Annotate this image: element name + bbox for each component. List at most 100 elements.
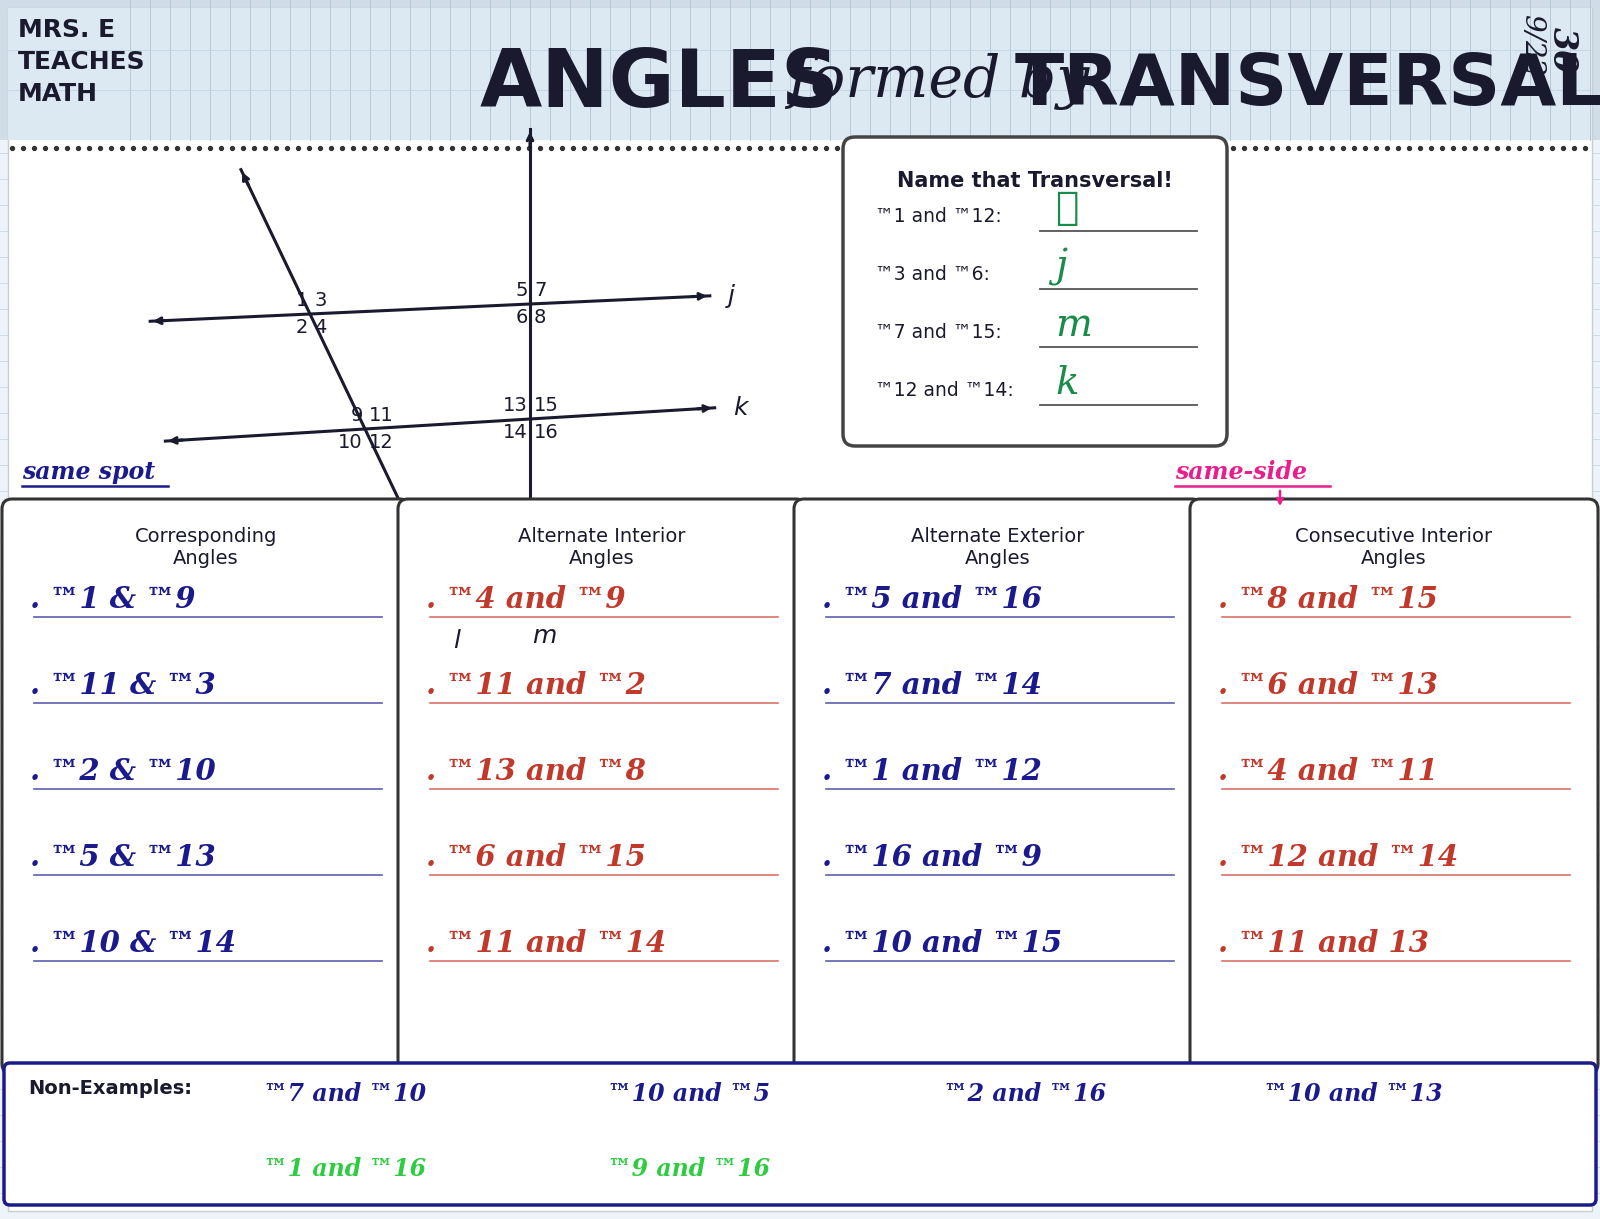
Text: 2: 2 xyxy=(296,318,307,336)
Text: 16: 16 xyxy=(534,423,558,442)
Point xyxy=(208,138,234,157)
Point xyxy=(869,138,894,157)
Point xyxy=(1309,138,1334,157)
Text: l: l xyxy=(453,629,461,653)
Point xyxy=(483,138,509,157)
Text: . ™6 and ™13: . ™6 and ™13 xyxy=(1218,670,1438,700)
Point xyxy=(461,138,486,157)
Point xyxy=(594,138,619,157)
Point xyxy=(1176,138,1202,157)
Point xyxy=(1474,138,1499,157)
Point xyxy=(858,138,883,157)
Point xyxy=(1506,138,1531,157)
Point xyxy=(1539,138,1565,157)
Point xyxy=(1397,138,1422,157)
Text: k: k xyxy=(733,396,747,419)
FancyBboxPatch shape xyxy=(1190,499,1598,1074)
Point xyxy=(1122,138,1147,157)
Point xyxy=(747,138,773,157)
Point xyxy=(86,138,112,157)
FancyBboxPatch shape xyxy=(843,137,1227,446)
Text: same spot: same spot xyxy=(22,460,155,484)
Point xyxy=(637,138,662,157)
Point xyxy=(1034,138,1059,157)
Point xyxy=(1550,138,1576,157)
Text: TRANSVERSALS: TRANSVERSALS xyxy=(1014,50,1600,119)
Point xyxy=(1000,138,1026,157)
Point xyxy=(165,138,190,157)
Point xyxy=(253,138,278,157)
Text: . ™6 and ™15: . ™6 and ™15 xyxy=(426,842,646,872)
Text: Consecutive Interior
Angles: Consecutive Interior Angles xyxy=(1296,527,1493,568)
Point xyxy=(66,138,91,157)
Point xyxy=(934,138,960,157)
FancyBboxPatch shape xyxy=(794,499,1202,1074)
Text: formed by: formed by xyxy=(770,52,1107,110)
Point xyxy=(54,138,80,157)
Point xyxy=(901,138,926,157)
Point xyxy=(1221,138,1246,157)
Text: TEACHES: TEACHES xyxy=(18,50,146,74)
Text: 3: 3 xyxy=(314,291,326,310)
Point xyxy=(384,138,410,157)
Text: ™10 and ™5: ™10 and ™5 xyxy=(608,1082,770,1106)
Text: 6: 6 xyxy=(515,308,528,327)
Point xyxy=(1386,138,1411,157)
Point xyxy=(494,138,520,157)
Point xyxy=(1451,138,1477,157)
Point xyxy=(1374,138,1400,157)
FancyBboxPatch shape xyxy=(8,9,1592,1210)
Point xyxy=(230,138,256,157)
Point xyxy=(318,138,344,157)
Point xyxy=(614,138,640,157)
Text: j: j xyxy=(728,284,734,308)
Point xyxy=(98,138,123,157)
Point xyxy=(1286,138,1312,157)
Point xyxy=(1011,138,1037,157)
Point xyxy=(626,138,651,157)
Bar xyxy=(8,9,1592,140)
Point xyxy=(659,138,685,157)
Text: 11: 11 xyxy=(370,406,394,425)
Point xyxy=(352,138,378,157)
Text: 15: 15 xyxy=(534,396,558,414)
Point xyxy=(438,138,466,157)
Point xyxy=(1330,138,1355,157)
Point xyxy=(1210,138,1235,157)
Text: . ™11 and 13: . ™11 and 13 xyxy=(1218,929,1429,957)
Text: k: k xyxy=(1054,364,1078,401)
Text: . ™13 and ™8: . ™13 and ™8 xyxy=(426,757,646,785)
Point xyxy=(648,138,674,157)
Text: 8: 8 xyxy=(534,308,546,327)
Point xyxy=(1077,138,1102,157)
Point xyxy=(395,138,421,157)
Point xyxy=(1528,138,1554,157)
Point xyxy=(131,138,157,157)
Text: . ™8 and ™15: . ™8 and ™15 xyxy=(1218,584,1438,613)
Point xyxy=(824,138,850,157)
Text: . ™12 and ™14: . ™12 and ™14 xyxy=(1218,842,1458,872)
Point xyxy=(1253,138,1278,157)
FancyBboxPatch shape xyxy=(398,499,806,1074)
Text: ™9 and ™16: ™9 and ™16 xyxy=(608,1157,770,1181)
Text: m: m xyxy=(1054,306,1091,344)
Text: Alternate Exterior
Angles: Alternate Exterior Angles xyxy=(912,527,1085,568)
Point xyxy=(373,138,398,157)
Text: ™7 and ™10: ™7 and ™10 xyxy=(264,1082,426,1106)
Point xyxy=(846,138,872,157)
Point xyxy=(1341,138,1366,157)
Text: . ™1 & ™9: . ™1 & ™9 xyxy=(30,584,195,613)
Text: ™7 and ™15:: ™7 and ™15: xyxy=(875,323,1002,343)
Point xyxy=(1165,138,1190,157)
Text: MRS. E: MRS. E xyxy=(18,18,115,41)
Point xyxy=(802,138,827,157)
Point xyxy=(912,138,938,157)
Point xyxy=(1088,138,1114,157)
Text: . ™2 & ™10: . ™2 & ™10 xyxy=(30,757,216,785)
Text: 12: 12 xyxy=(370,433,394,452)
Text: 14: 14 xyxy=(504,423,528,442)
Point xyxy=(176,138,202,157)
Point xyxy=(77,138,102,157)
Point xyxy=(154,138,179,157)
Point xyxy=(813,138,838,157)
